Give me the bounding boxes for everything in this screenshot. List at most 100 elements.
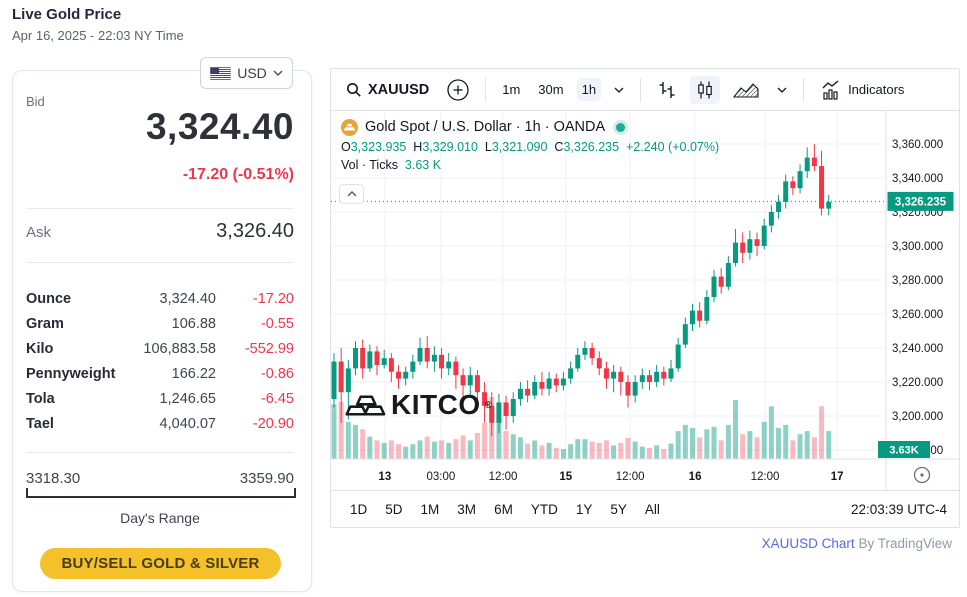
range-button-5y[interactable]: 5Y [603, 498, 634, 521]
range-button-1m[interactable]: 1M [414, 498, 447, 521]
range-button-3m[interactable]: 3M [450, 498, 483, 521]
volume-bar [525, 443, 531, 459]
range-button-5d[interactable]: 5D [378, 498, 409, 521]
day-range-label: Day's Range [120, 510, 200, 526]
interval-30m-button[interactable]: 30m [533, 78, 568, 101]
bid-change: -17.20 (-0.51%) [182, 166, 294, 183]
u-value: 1,246.65 [159, 390, 216, 407]
candle-body [410, 361, 416, 372]
market-status-dot[interactable] [616, 122, 626, 132]
unit-row: Kilo 106,883.58 -552.99 [26, 336, 294, 361]
volume-bar [374, 440, 380, 459]
price-tick-label: 3,200.000 [892, 411, 943, 423]
candle-style-button[interactable] [690, 75, 721, 104]
volume-bar [697, 437, 703, 459]
candle-body [453, 361, 459, 376]
volume-bar [439, 440, 445, 459]
volume-bar [611, 445, 617, 459]
volume-bar [682, 424, 688, 459]
current-price-badge-label: 3,326.235 [895, 196, 947, 208]
unit-row: Tola 1,246.65 -6.45 [26, 386, 294, 411]
range-button-1d[interactable]: 1D [343, 498, 374, 521]
candle-body [733, 242, 739, 263]
time-tick-label: 12:00 [489, 471, 518, 483]
area-style-button[interactable] [728, 76, 764, 104]
chart-toolbar: XAUUSD 1m 30m 1h [331, 69, 959, 111]
interval-1m-button[interactable]: 1m [497, 78, 525, 101]
chart-legend: Gold Spot / U.S. Dollar · 1h · OANDA O3,… [341, 117, 719, 172]
chevron-up-icon [346, 191, 357, 197]
volume-value: 3.63 K [404, 158, 442, 172]
candle-body [718, 276, 724, 287]
volume-bar [467, 440, 473, 459]
legend-collapse-button[interactable] [339, 184, 364, 204]
u-change: -20.90 [252, 415, 294, 432]
attribution-rest: By TradingView [854, 536, 952, 551]
interval-1h-button[interactable]: 1h [576, 78, 602, 101]
volume-bar [331, 404, 337, 459]
price-tick-label: 3,240.000 [892, 343, 943, 355]
bar-style-button[interactable] [652, 76, 682, 104]
volume-bar [811, 437, 817, 459]
ohlc-c-label: C [554, 140, 564, 154]
candle-body [374, 351, 380, 365]
volume-bar [754, 437, 760, 459]
price-tick-label: 3,260.000 [892, 309, 943, 321]
price-tick-label: 3,300.000 [892, 241, 943, 253]
candle-body [754, 239, 760, 246]
volume-bar [826, 431, 832, 459]
chart-attribution: XAUUSD Chart By TradingView [330, 536, 952, 551]
candle-body [467, 375, 473, 386]
u-change: -0.55 [260, 315, 294, 332]
candle-body [431, 354, 437, 362]
u-value: 106,883.58 [143, 340, 216, 357]
legend-title[interactable]: Gold Spot / U.S. Dollar · 1h · OANDA [365, 119, 606, 135]
tradingview-link[interactable]: XAUUSD Chart [761, 536, 855, 551]
volume-bar [711, 426, 717, 459]
candle-body [682, 324, 688, 345]
candle-body [596, 358, 602, 369]
volume-bar [718, 440, 724, 459]
candle-body [675, 344, 681, 369]
candle-body [582, 347, 588, 355]
volume-bar [632, 441, 638, 459]
volume-bar [417, 440, 423, 459]
candle-body [747, 239, 753, 253]
candle-body [510, 398, 516, 416]
day-range-bar [26, 488, 296, 498]
indicators-button[interactable]: Indicators [815, 76, 909, 104]
volume-bar [790, 440, 796, 459]
u-change: -0.86 [260, 365, 294, 382]
candle-body [611, 371, 617, 379]
volume-bar [460, 435, 466, 459]
range-button-1y[interactable]: 1Y [569, 498, 600, 521]
candle-body [768, 211, 774, 226]
candle-body [575, 354, 581, 369]
candle-body [826, 201, 832, 209]
compare-add-button[interactable] [442, 75, 474, 105]
interval-menu-button[interactable] [609, 83, 629, 97]
ohlc-o-value: 3,323.935 [350, 140, 407, 154]
indicators-label: Indicators [848, 82, 905, 97]
candle-body [360, 347, 366, 369]
currency-dropdown[interactable]: USD [200, 57, 293, 89]
scroll-to-recent-icon-dot [920, 473, 924, 477]
symbol-search-button[interactable]: XAUUSD [341, 78, 434, 102]
range-button-ytd[interactable]: YTD [524, 498, 565, 521]
buy-sell-button[interactable]: BUY/SELL GOLD & SILVER [40, 548, 281, 579]
unit-row: Tael 4,040.07 -20.90 [26, 411, 294, 436]
volume-bar [345, 421, 351, 459]
range-row: 1D 5D 1M 3M 6M YTD 1Y 5Y All 22:03:39 UTC-4 [331, 490, 959, 527]
ohlc-h-label: H [413, 140, 423, 154]
chevron-down-icon [614, 87, 624, 93]
chart-svg[interactable]: 3,360.0003,340.0003,320.0003,300.0003,28… [331, 111, 959, 491]
scroll-to-recent-icon[interactable] [913, 466, 931, 484]
range-button-6m[interactable]: 6M [487, 498, 520, 521]
volume-bar [575, 439, 581, 459]
candle-body [525, 388, 531, 396]
time-tick-label: 03:00 [426, 471, 455, 483]
volume-bar [690, 428, 695, 459]
volume-bar [424, 436, 430, 459]
range-button-all[interactable]: All [638, 498, 667, 521]
style-menu-button[interactable] [772, 83, 792, 97]
